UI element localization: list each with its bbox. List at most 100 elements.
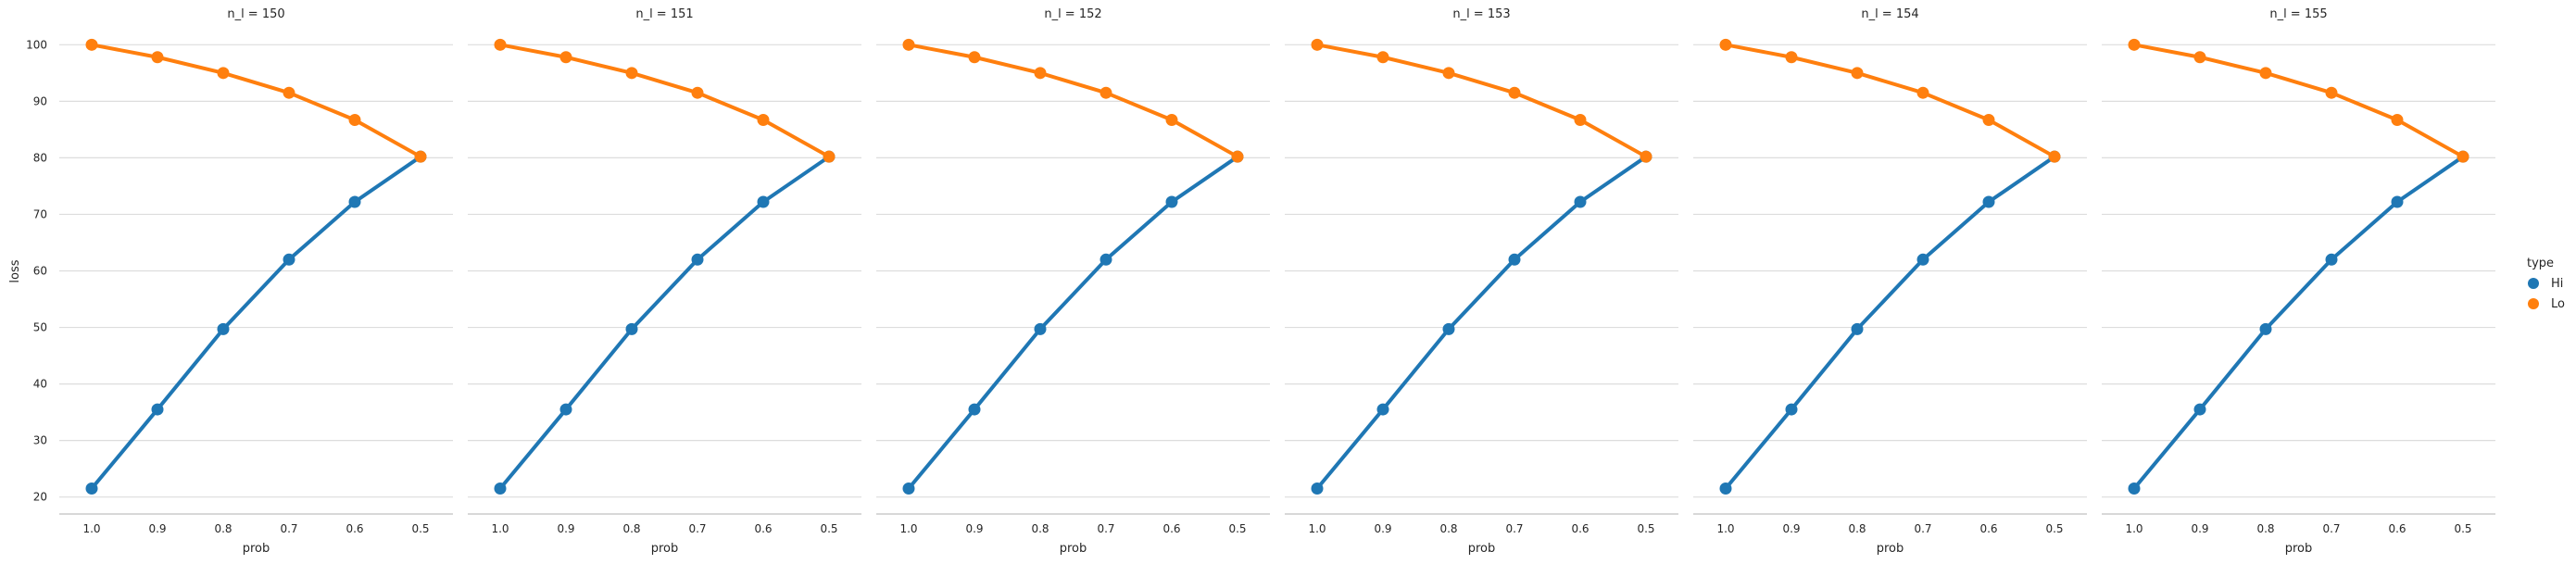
- series-line-hi: [1315, 155, 1648, 491]
- x-tick-label: 0.5: [1637, 522, 1654, 535]
- x-tick-label: 0.6: [2388, 522, 2406, 535]
- data-point-lo: [1311, 38, 1324, 51]
- x-tick-label: 0.8: [2256, 522, 2274, 535]
- legend-title: type: [2527, 257, 2554, 270]
- data-point-lo: [1640, 150, 1652, 163]
- data-point-lo: [1982, 114, 1995, 127]
- x-tick-label: 0.7: [1097, 522, 1114, 535]
- series-line-lo: [90, 43, 422, 159]
- series-line-lo: [498, 43, 831, 159]
- panel-title: n_l = 151: [635, 7, 693, 21]
- data-point-lo: [1508, 86, 1521, 99]
- data-point-hi: [283, 253, 295, 266]
- x-tick-label: 0.9: [965, 522, 983, 535]
- x-tick-label: 0.5: [2045, 522, 2063, 535]
- panel-title: n_l = 153: [1452, 7, 1510, 21]
- x-tick-label: 0.5: [1228, 522, 1246, 535]
- data-point-lo: [1165, 114, 1178, 127]
- data-point-lo: [559, 51, 572, 64]
- series-line-hi: [2132, 155, 2465, 491]
- x-tick-label: 0.8: [1848, 522, 1866, 535]
- data-point-lo: [1916, 86, 1929, 99]
- series-line-hi: [1724, 155, 2056, 491]
- series-line-lo: [1724, 43, 2056, 159]
- data-point-hi: [494, 483, 507, 495]
- x-tick-label: 0.7: [1914, 522, 1931, 535]
- data-point-hi: [1376, 403, 1389, 416]
- series-line-hi: [498, 155, 831, 491]
- legend-label: Lo: [2551, 297, 2565, 311]
- x-axis-label: prob: [2285, 542, 2313, 556]
- data-point-lo: [283, 86, 295, 99]
- data-point-lo: [2048, 150, 2061, 163]
- data-point-hi: [902, 483, 915, 495]
- x-tick-label: 0.8: [1439, 522, 1457, 535]
- x-tick-label: 0.7: [1505, 522, 1523, 535]
- data-point-hi: [559, 403, 572, 416]
- data-point-hi: [1100, 253, 1112, 266]
- legend: type Hi Lo: [2527, 257, 2565, 311]
- series-line-lo: [907, 43, 1239, 159]
- data-point-hi: [1508, 253, 1521, 266]
- x-tick-label: 0.9: [1374, 522, 1391, 535]
- panel-title: n_l = 150: [227, 7, 284, 21]
- data-point-lo: [494, 38, 507, 51]
- x-tick-label: 0.8: [1031, 522, 1049, 535]
- x-tick-label: 1.0: [2125, 522, 2142, 535]
- data-point-hi: [2259, 322, 2272, 335]
- data-point-lo: [1100, 86, 1112, 99]
- data-point-hi: [151, 403, 164, 416]
- data-point-hi: [348, 195, 361, 208]
- data-point-hi: [85, 483, 98, 495]
- x-tick-label: 0.6: [754, 522, 772, 535]
- x-axis-label: prob: [1468, 542, 1496, 556]
- data-point-lo: [1231, 150, 1244, 163]
- data-point-hi: [691, 253, 704, 266]
- y-tick-label: 30: [33, 434, 47, 447]
- x-axis-label: prob: [243, 542, 270, 556]
- y-tick-label: 40: [33, 378, 47, 391]
- legend-marker-lo: [2528, 298, 2539, 309]
- legend-marker-hi: [2528, 278, 2539, 289]
- data-point-lo: [691, 86, 704, 99]
- data-point-lo: [1376, 51, 1389, 64]
- data-point-lo: [217, 67, 230, 80]
- data-point-hi: [217, 322, 230, 335]
- panel-title: n_l = 154: [1861, 7, 1918, 21]
- x-axis-label: prob: [1060, 542, 1087, 556]
- x-tick-label: 0.6: [1162, 522, 1180, 535]
- x-tick-label: 0.7: [688, 522, 706, 535]
- facet-panel-5: n_l = 155 1.0 0.9 0.8 0.7 0.6 0.5 prob: [2102, 7, 2495, 556]
- legend-label: Hi: [2551, 277, 2563, 291]
- panel-title: n_l = 155: [2269, 7, 2327, 21]
- x-tick-label: 0.5: [820, 522, 837, 535]
- data-point-hi: [968, 403, 981, 416]
- x-tick-label: 0.8: [622, 522, 640, 535]
- series-line-lo: [1315, 43, 1648, 159]
- x-tick-label: 0.6: [1571, 522, 1589, 535]
- y-tick-label: 20: [33, 491, 47, 504]
- data-point-hi: [1785, 403, 1798, 416]
- data-point-lo: [1574, 114, 1587, 127]
- data-point-lo: [414, 150, 427, 163]
- data-point-lo: [2259, 67, 2272, 80]
- y-axis-label: loss: [8, 259, 22, 282]
- data-point-lo: [2325, 86, 2338, 99]
- x-tick-label: 0.6: [346, 522, 363, 535]
- x-tick-label: 1.0: [1308, 522, 1326, 535]
- x-tick-label: 0.9: [2191, 522, 2208, 535]
- x-tick-label: 0.5: [411, 522, 429, 535]
- data-point-hi: [1574, 195, 1587, 208]
- data-point-hi: [1851, 322, 1864, 335]
- y-tick-label: 70: [33, 207, 47, 220]
- series-line-hi: [90, 155, 422, 491]
- data-point-lo: [968, 51, 981, 64]
- x-tick-label: 0.8: [214, 522, 232, 535]
- x-axis-label: prob: [1877, 542, 1904, 556]
- y-tick-label: 80: [33, 151, 47, 164]
- x-tick-label: 1.0: [491, 522, 509, 535]
- data-point-lo: [757, 114, 770, 127]
- data-point-lo: [1442, 67, 1455, 80]
- data-point-hi: [1165, 195, 1178, 208]
- series-line-lo: [2132, 43, 2465, 159]
